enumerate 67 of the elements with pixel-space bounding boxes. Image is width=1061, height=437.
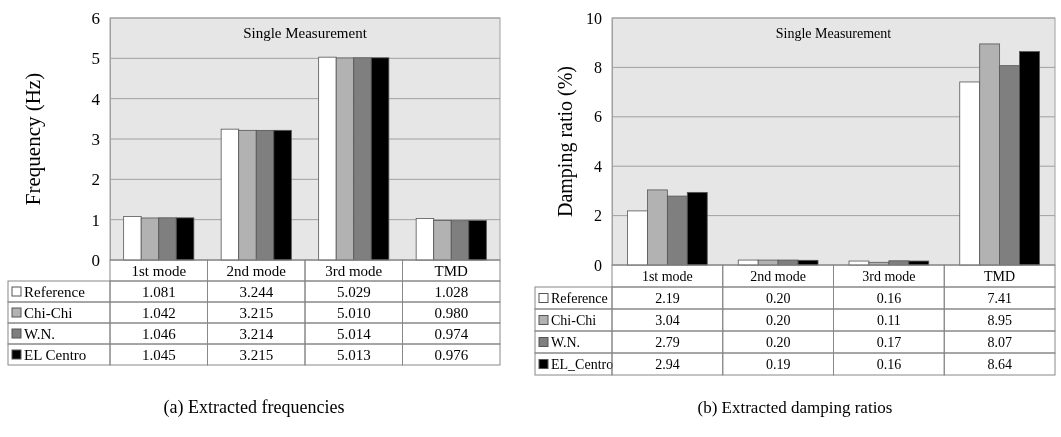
x-tick-label: TMD xyxy=(984,269,1016,284)
x-tick-label: 3rd mode xyxy=(325,262,383,279)
legend-label: EL_Centro xyxy=(551,357,614,372)
y-tick-label: 4 xyxy=(91,89,101,109)
legend-label: Chi-Chi xyxy=(24,304,73,321)
legend-label: W.N. xyxy=(24,325,56,342)
y-tick-label: 2 xyxy=(594,207,602,225)
y-axis-title: Frequency (Hz) xyxy=(21,72,45,206)
y-tick-label: 0 xyxy=(594,256,602,274)
data-label: 8.64 xyxy=(987,357,1012,372)
x-tick-label: 2nd mode xyxy=(226,262,287,279)
x-tick-label: 1st mode xyxy=(641,269,693,284)
data-label: 0.16 xyxy=(876,357,902,372)
data-label: 3.04 xyxy=(655,313,680,328)
data-label: 2.94 xyxy=(655,357,680,372)
y-tick-label: 6 xyxy=(594,108,602,126)
data-label: 2.79 xyxy=(655,335,680,350)
legend-label: Reference xyxy=(551,291,608,306)
data-label: 5.010 xyxy=(336,304,371,321)
text: (b) Extracted damping ratios xyxy=(697,398,893,417)
y-tick-label: 2 xyxy=(91,170,100,190)
data-label: 5.029 xyxy=(336,283,371,300)
y-tick-label: 6 xyxy=(91,8,100,28)
data-label: 7.41 xyxy=(987,291,1012,306)
x-tick-label: 1st mode xyxy=(131,262,187,279)
y-tick-label: 0 xyxy=(91,250,100,270)
text: (a) Extracted frequencies xyxy=(163,397,345,418)
data-label: 0.20 xyxy=(765,291,791,306)
data-label: 2.19 xyxy=(655,291,680,306)
data-label: 0.980 xyxy=(434,304,469,321)
legend-label: W.N. xyxy=(551,335,581,350)
data-label: 1.081 xyxy=(141,283,176,300)
data-label: 8.07 xyxy=(987,335,1012,350)
data-label: 8.95 xyxy=(987,313,1012,328)
y-tick-label: 5 xyxy=(91,49,100,69)
y-tick-label: 10 xyxy=(586,9,602,27)
y-axis-title: Damping ratio (%) xyxy=(554,65,577,218)
data-label: 1.028 xyxy=(434,283,469,300)
x-tick-label: 3rd mode xyxy=(862,269,916,284)
data-label: 0.16 xyxy=(876,291,902,306)
legend-label: Reference xyxy=(24,283,86,300)
x-tick-label: 2nd mode xyxy=(750,269,806,284)
data-label: 0.19 xyxy=(765,357,791,372)
legend-label: EL Centro xyxy=(24,346,87,363)
data-label: 3.215 xyxy=(239,304,274,321)
y-tick-label: 1 xyxy=(91,210,100,230)
data-label: 0.974 xyxy=(434,325,469,342)
x-tick-label: TMD xyxy=(434,262,469,279)
annotation: Single Measurement xyxy=(775,26,892,41)
data-label: 0.20 xyxy=(765,313,791,328)
data-label: 5.014 xyxy=(336,325,372,342)
data-label: 1.045 xyxy=(141,346,176,363)
y-tick-label: 4 xyxy=(594,157,602,175)
data-label: 5.013 xyxy=(336,346,371,363)
data-label: 0.976 xyxy=(434,346,469,363)
data-label: 3.214 xyxy=(239,325,274,342)
data-label: 3.244 xyxy=(239,283,274,300)
data-label: 1.042 xyxy=(141,304,176,321)
annotation: Single Measurement xyxy=(243,25,368,41)
data-label: 0.11 xyxy=(876,313,901,328)
data-label: 0.20 xyxy=(765,335,791,350)
data-label: 0.17 xyxy=(876,335,902,350)
legend-label: Chi-Chi xyxy=(551,313,597,328)
data-label: 1.046 xyxy=(141,325,177,342)
y-tick-label: 8 xyxy=(594,59,602,77)
data-label: 3.215 xyxy=(239,346,274,363)
y-tick-label: 3 xyxy=(91,129,100,149)
